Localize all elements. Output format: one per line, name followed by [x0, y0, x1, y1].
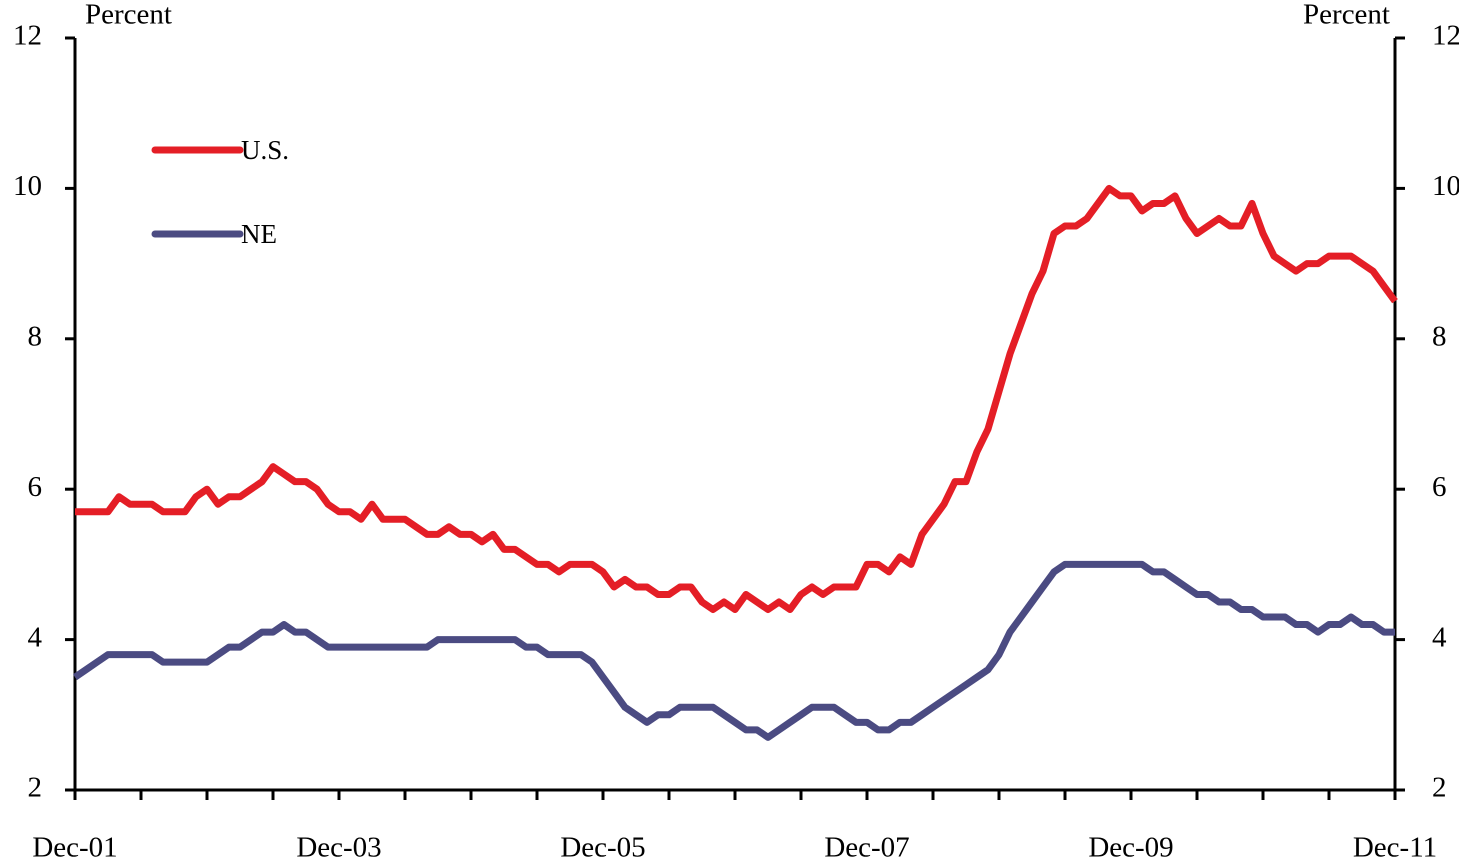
- y2-tick-label: 4: [1432, 621, 1447, 653]
- y-tick-label: 4: [28, 621, 43, 653]
- legend-label: U.S.: [241, 135, 289, 165]
- y-tick-label: 2: [28, 772, 43, 804]
- y-tick-label: 6: [28, 471, 43, 503]
- y2-tick-label: 12: [1432, 20, 1459, 52]
- legend-label: NE: [241, 219, 277, 249]
- x-tick-label: Dec-09: [1088, 832, 1173, 864]
- series-line: [73, 560, 1395, 741]
- x-tick-label: Dec-01: [32, 832, 117, 864]
- x-tick-label: Dec-03: [296, 832, 381, 864]
- y2-tick-label: 2: [1432, 772, 1447, 804]
- y2-tick-label: 6: [1432, 471, 1447, 503]
- y-tick-label: 12: [13, 20, 42, 52]
- y2-tick-label: 8: [1432, 320, 1447, 352]
- y2-axis-label: Percent: [1303, 0, 1390, 31]
- y-tick-label: 10: [13, 170, 42, 202]
- y2-tick-label: 10: [1432, 170, 1459, 202]
- x-tick-label: Dec-07: [824, 832, 909, 864]
- y-tick-label: 8: [28, 320, 43, 352]
- x-tick-label: Dec-11: [1353, 832, 1437, 864]
- x-tick-label: Dec-05: [560, 832, 645, 864]
- y-axis-label: Percent: [85, 0, 172, 31]
- series-line: [75, 184, 1398, 614]
